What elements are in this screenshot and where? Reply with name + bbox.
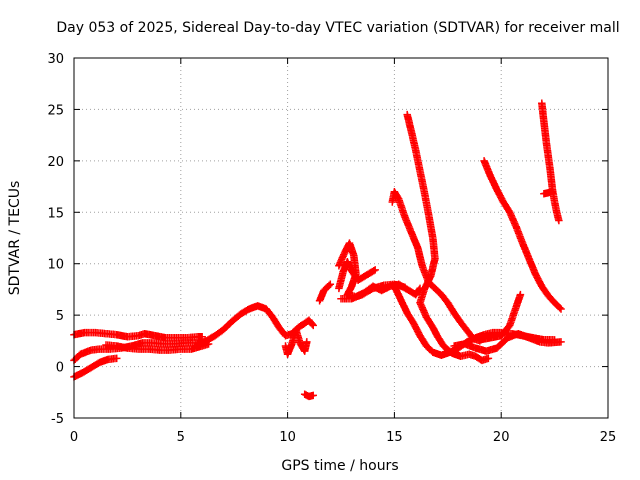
y-tick-label: 15 bbox=[47, 206, 64, 221]
series-markers-11 bbox=[337, 280, 409, 303]
y-tick-label: 30 bbox=[47, 52, 64, 67]
chart-title: Day 053 of 2025, Sidereal Day-to-day VTE… bbox=[56, 20, 619, 36]
x-axis-label: GPS time / hours bbox=[281, 458, 398, 474]
x-tick-label: 20 bbox=[493, 430, 510, 445]
y-tick-label: 10 bbox=[47, 258, 64, 273]
x-tick-label: 10 bbox=[279, 430, 296, 445]
x-tick-label: 25 bbox=[600, 430, 617, 445]
x-tick-label: 5 bbox=[177, 430, 185, 445]
grid-lines bbox=[74, 58, 608, 418]
series-markers-7 bbox=[300, 390, 317, 401]
series-markers-8 bbox=[315, 280, 335, 305]
series-markers-1 bbox=[70, 328, 206, 342]
x-tick-label: 15 bbox=[386, 430, 403, 445]
y-tick-label: 5 bbox=[56, 309, 64, 324]
y-axis-label: SDTVAR / TECUs bbox=[7, 181, 23, 296]
y-tick-label: -5 bbox=[51, 412, 64, 427]
axis-ticks: 0 5 10 15 20 25 -5 0 5 10 15 20 25 30 bbox=[47, 52, 616, 445]
series-markers-5 bbox=[194, 302, 317, 348]
series-markers-18 bbox=[538, 99, 563, 225]
y-tick-label: 25 bbox=[47, 103, 64, 118]
x-tick-label: 0 bbox=[70, 430, 78, 445]
plot-frame bbox=[73, 57, 609, 419]
y-tick-label: 0 bbox=[56, 361, 64, 376]
series-markers-15 bbox=[450, 329, 565, 355]
data-series bbox=[70, 99, 565, 401]
series-markers-13 bbox=[403, 110, 493, 365]
y-tick-label: 20 bbox=[47, 155, 64, 170]
series-markers-10 bbox=[335, 257, 379, 293]
series-markers-19 bbox=[540, 187, 557, 198]
series-markers-17 bbox=[480, 157, 565, 313]
series-markers-6 bbox=[281, 326, 311, 358]
series-markers-16 bbox=[476, 290, 525, 344]
